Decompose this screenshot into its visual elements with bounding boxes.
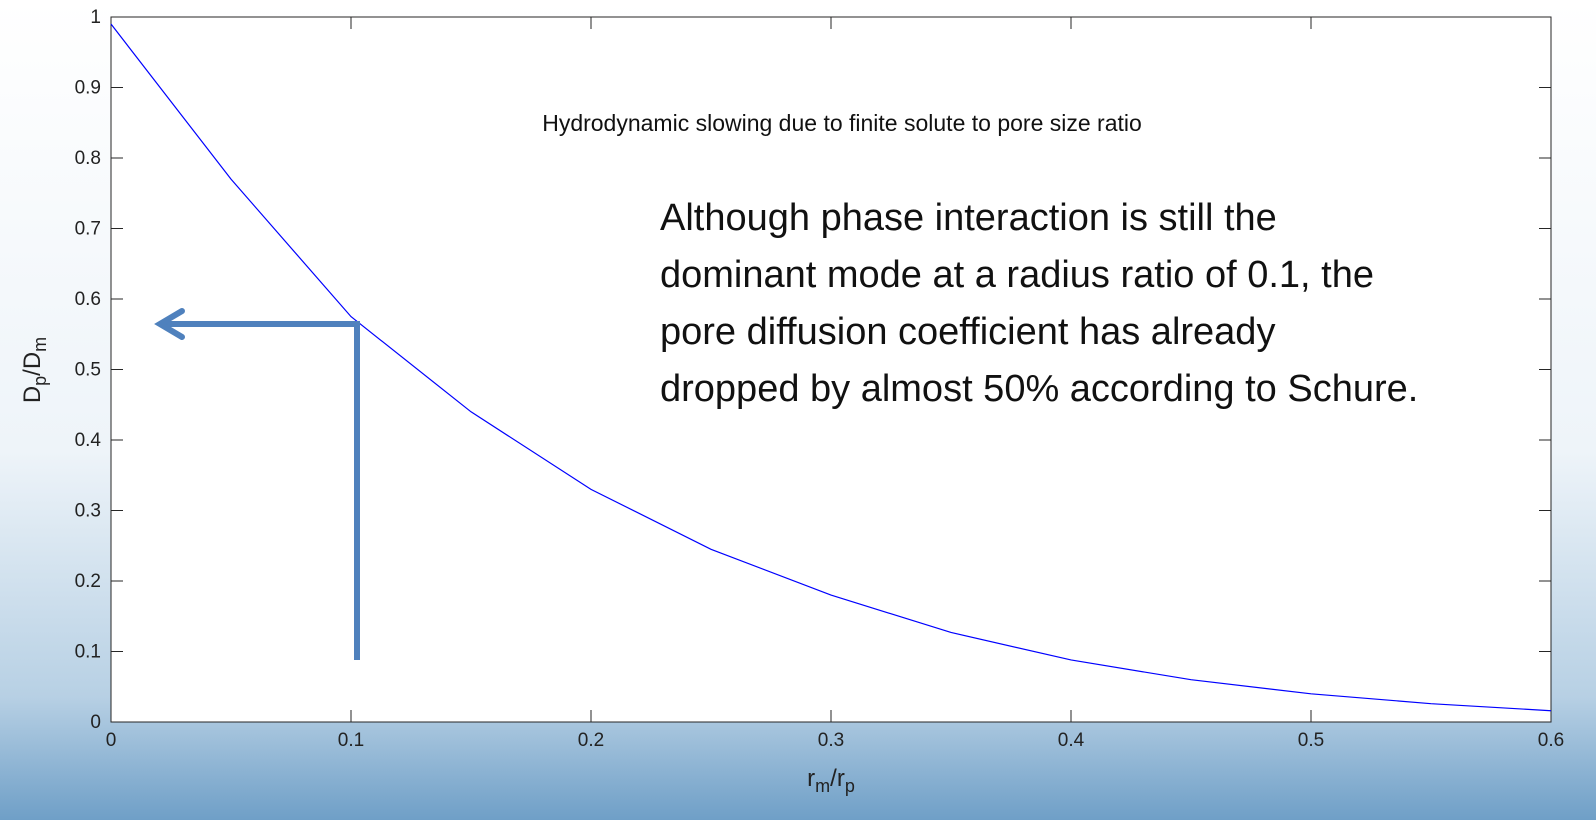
y-tick-label: 0.9 xyxy=(75,78,101,99)
y-axis-label-part: /D xyxy=(19,352,46,376)
x-tick-label: 0.3 xyxy=(818,730,844,751)
y-axis-label-part: p xyxy=(30,376,50,386)
y-tick-label: 0.5 xyxy=(75,360,101,381)
x-axis-label-part: /r xyxy=(830,765,845,792)
data-line xyxy=(110,23,1552,712)
plot-area xyxy=(110,16,1552,723)
x-axis-label-part: p xyxy=(845,776,855,796)
x-axis-label-part: m xyxy=(815,776,830,796)
y-tick-label: 0.1 xyxy=(75,642,101,663)
y-axis-label-part: D xyxy=(19,386,46,403)
x-axis-label: rm/rp xyxy=(807,765,855,796)
y-tick-label: 0.7 xyxy=(75,219,101,240)
arrow-head xyxy=(154,308,185,340)
y-tick-label: 0 xyxy=(90,712,101,733)
annotation-arrow xyxy=(165,321,360,660)
y-tick-label: 0.2 xyxy=(75,571,101,592)
x-tick-label: 0.2 xyxy=(578,730,604,751)
y-tick-label: 1 xyxy=(90,7,101,28)
x-tick-label: 0.1 xyxy=(338,730,364,751)
annotation-line: dominant mode at a radius ratio of 0.1, … xyxy=(660,254,1374,296)
y-axis-label-part: m xyxy=(30,337,50,352)
annotation-line: dropped by almost 50% according to Schur… xyxy=(660,368,1418,410)
chart-title: Hydrodynamic slowing due to finite solut… xyxy=(542,110,1142,136)
x-axis-label-part: r xyxy=(807,765,815,792)
y-tick-label: 0.3 xyxy=(75,501,101,522)
x-tick-label: 0.4 xyxy=(1058,730,1085,751)
x-tick-label: 0.5 xyxy=(1298,730,1324,751)
y-tick-label: 0.8 xyxy=(75,148,101,169)
y-axis-label: Dp/Dm xyxy=(19,337,50,403)
x-tick-label: 0 xyxy=(106,730,117,751)
y-tick-label: 0.4 xyxy=(75,430,102,451)
x-tick-label: 0.6 xyxy=(1538,730,1564,751)
annotation-line: pore diffusion coefficient has already xyxy=(660,311,1275,353)
annotation-line: Although phase interaction is still the xyxy=(660,197,1277,239)
plot-layer xyxy=(110,16,1552,723)
y-tick-label: 0.6 xyxy=(75,289,101,310)
